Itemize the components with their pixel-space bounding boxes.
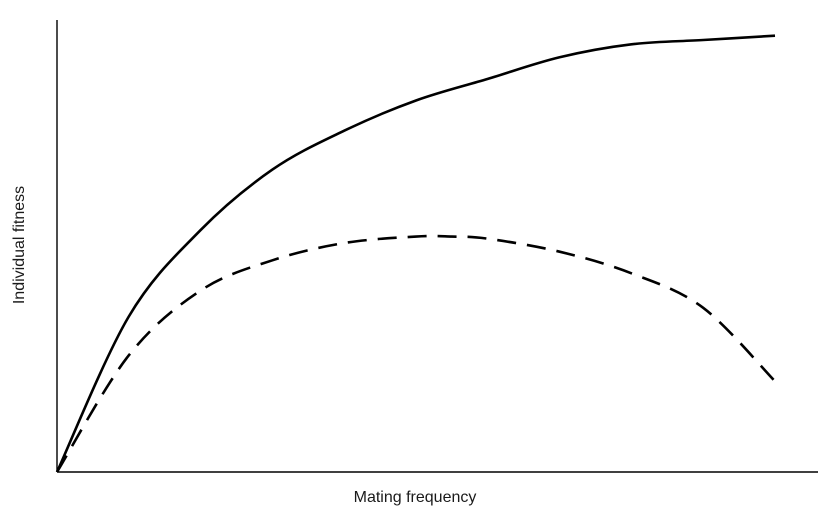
y-axis-label: Individual fitness bbox=[11, 186, 28, 304]
series-line-dashed bbox=[57, 236, 775, 472]
x-axis-label: Mating frequency bbox=[354, 489, 477, 506]
series-line-solid bbox=[57, 36, 775, 472]
axes bbox=[57, 20, 818, 472]
series-group bbox=[57, 36, 775, 472]
